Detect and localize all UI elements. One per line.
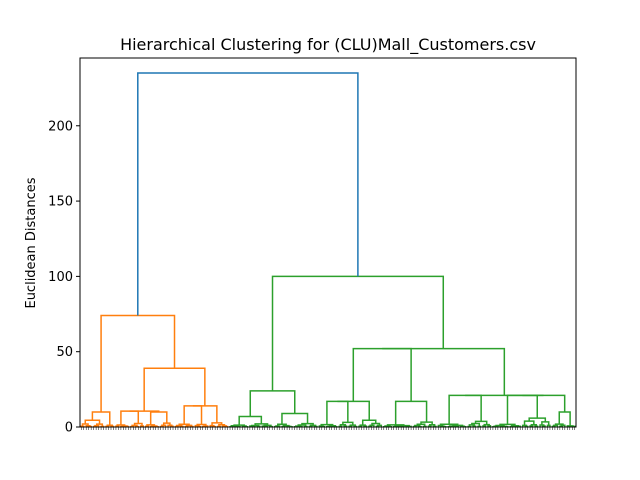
fine-link [371, 422, 381, 426]
fine-link [554, 423, 564, 426]
fine-link [295, 425, 302, 427]
y-tick-label: 0 [65, 421, 73, 436]
fine-link [541, 421, 550, 426]
fine-link [342, 421, 354, 426]
fine-link [529, 425, 534, 427]
fine-link [552, 424, 559, 427]
cluster1-link [192, 405, 218, 423]
fine-link [528, 417, 547, 422]
cluster1-link [149, 411, 168, 425]
cluster2-link [271, 275, 445, 391]
fine-link [541, 425, 546, 427]
cluster1-link [100, 314, 176, 412]
fine-link [521, 424, 528, 427]
cluster2-link [522, 394, 566, 412]
fine-link [495, 424, 505, 427]
cluster2-link [249, 390, 296, 417]
y-axis-label: Euclidean Distances [24, 177, 39, 308]
fine-link [94, 424, 100, 427]
cluster2-link [326, 400, 349, 425]
fine-link [146, 424, 156, 427]
fine-link [203, 425, 209, 427]
fine-link [474, 420, 488, 425]
fine-link [131, 424, 138, 427]
y-axis: 0 50 100 150 200 [48, 119, 80, 436]
cluster2-link [448, 394, 482, 425]
cluster2-link [394, 400, 428, 425]
fine-link [140, 425, 144, 427]
fine-link [263, 424, 272, 427]
fine-link [106, 424, 113, 427]
fine-link [483, 423, 490, 426]
chart-title: Hierarchical Clustering for (CLU)Mall_Cu… [120, 35, 536, 55]
y-tick-label: 100 [48, 270, 73, 285]
cluster1-link [143, 367, 206, 412]
fine-link [566, 425, 574, 427]
cluster2-link [281, 412, 309, 425]
fine-link [250, 424, 260, 427]
fine-link [546, 424, 551, 427]
fine-link [175, 424, 183, 427]
fine-link [221, 425, 228, 427]
cluster2-link [382, 347, 506, 396]
fine-link [376, 424, 383, 427]
cluster1-link [183, 405, 203, 425]
fine-link [386, 424, 405, 427]
x-axis [80, 427, 576, 430]
y-tick-label: 200 [48, 119, 73, 134]
fine-link [218, 424, 226, 427]
fine-link [185, 424, 193, 427]
fine-link [530, 423, 538, 427]
cluster1-link [91, 411, 111, 426]
y-tick-label: 50 [56, 345, 73, 360]
cluster2-link [506, 394, 538, 425]
fine-link [121, 425, 128, 427]
fine-link [116, 424, 126, 427]
fine-link [320, 423, 334, 427]
fine-link [523, 420, 535, 426]
cluster2-link [558, 411, 571, 426]
fine-link [361, 419, 377, 426]
cluster2-link [337, 400, 370, 421]
fine-link [439, 423, 459, 426]
fine-link [359, 424, 366, 427]
fine-link [297, 424, 307, 427]
fine-link [178, 423, 190, 426]
cluster2-link [352, 347, 412, 402]
y-tick-label: 150 [48, 195, 73, 210]
fine-link [329, 425, 337, 427]
fine-link [309, 424, 317, 427]
plot-area [80, 72, 576, 428]
fine-link [499, 423, 516, 426]
fine-link [397, 424, 410, 427]
fine-link [282, 424, 290, 427]
root-link [137, 72, 359, 316]
fine-link [233, 424, 246, 427]
cluster1-link [129, 410, 160, 412]
fine-link [301, 422, 314, 426]
fine-link [167, 424, 173, 427]
fine-link [414, 424, 421, 427]
fine-link [133, 422, 143, 426]
axes-frame [79, 57, 577, 428]
fine-link [339, 423, 347, 427]
